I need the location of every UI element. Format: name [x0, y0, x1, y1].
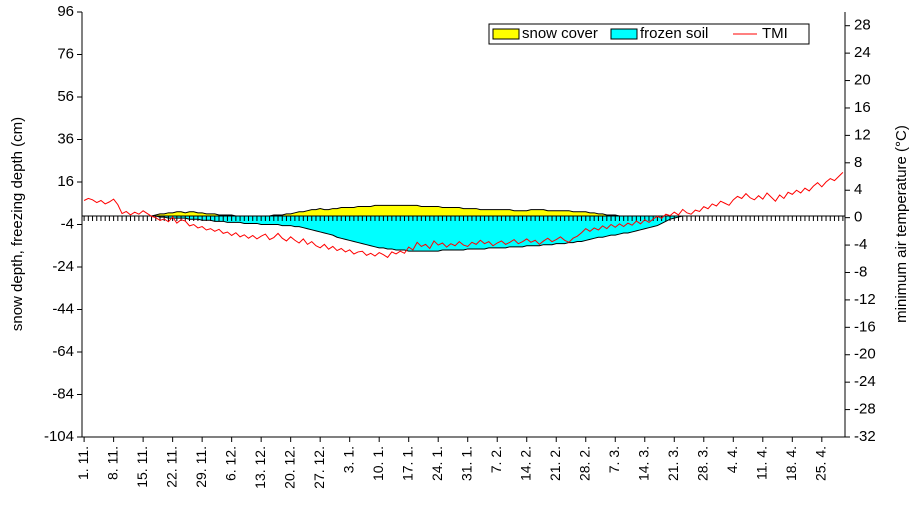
x-tick-label: 28. 3.	[694, 446, 710, 481]
y-tick-label: 76	[57, 45, 74, 62]
y2-tick-label: 16	[854, 99, 871, 116]
x-tick-label: 17. 1.	[399, 446, 415, 481]
x-tick-label: 3. 1.	[340, 446, 356, 473]
y2-tick-label: 20	[854, 72, 871, 89]
x-tick-label: 14. 2.	[517, 446, 533, 481]
x-tick-label: 7. 3.	[606, 446, 622, 473]
x-tick-label: 21. 2.	[547, 446, 563, 481]
x-tick-label: 4. 4.	[724, 446, 740, 473]
y-tick-label: -64	[52, 343, 74, 360]
x-tick-label: 25. 4.	[813, 446, 829, 481]
x-tick-label: 24. 1.	[429, 446, 445, 481]
x-tick-label: 20. 12.	[281, 446, 297, 489]
y2-axis-title: minimum air temperature (°C)	[893, 125, 910, 323]
x-tick-label: 13. 12.	[252, 446, 268, 489]
legend-swatch	[610, 28, 638, 40]
y-tick-label: 16	[57, 173, 74, 190]
x-tick-label: 29. 11.	[193, 446, 209, 488]
y2-tick-label: -4	[854, 236, 867, 253]
legend-label: frozen soil	[640, 25, 708, 42]
x-tick-label: 1. 11.	[75, 446, 91, 480]
y2-tick-label: 28	[854, 17, 871, 34]
x-tick-label: 28. 2.	[576, 446, 592, 481]
x-tick-label: 8. 11.	[104, 446, 120, 480]
area	[84, 215, 843, 252]
x-tick-label: 7. 2.	[488, 446, 504, 473]
y2-tick-label: -28	[854, 401, 876, 418]
x-tick-label: 22. 11.	[163, 446, 179, 488]
y2-tick-label: -20	[854, 346, 876, 363]
y2-tick-label: -12	[854, 291, 876, 308]
x-tick-label: 14. 3.	[635, 446, 651, 481]
y-tick-label: -24	[52, 258, 74, 275]
y2-tick-label: -32	[854, 428, 876, 445]
legend-label: TMI	[762, 25, 788, 42]
y2-tick-label: 8	[854, 154, 862, 171]
y2-tick-label: 24	[854, 44, 871, 61]
y-tick-label: -84	[52, 385, 74, 402]
x-tick-label: 10. 1.	[370, 446, 386, 481]
y2-tick-label: 4	[854, 181, 862, 198]
line	[83, 172, 844, 259]
y2-tick-label: 12	[854, 126, 871, 143]
x-tick-label: 11. 4.	[754, 446, 770, 480]
x-tick-label: 6. 12.	[222, 446, 238, 481]
legend-swatch	[492, 28, 520, 40]
y-tick-label: 36	[57, 130, 74, 147]
x-tick-label: 27. 12.	[311, 446, 327, 489]
y-tick-label: -104	[44, 428, 74, 445]
area	[84, 204, 843, 217]
legend-box	[488, 23, 810, 45]
legend-label: snow cover	[522, 25, 598, 42]
y2-tick-label: -16	[854, 318, 876, 335]
y-tick-label: -44	[52, 300, 74, 317]
y2-tick-label: -8	[854, 263, 867, 280]
y2-tick-label: -24	[854, 373, 876, 390]
x-tick-label: 18. 4.	[783, 446, 799, 481]
y-axis-title: snow depth, freezing depth (cm)	[9, 117, 26, 331]
x-tick-label: 31. 1.	[458, 446, 474, 481]
y2-tick-label: 0	[854, 209, 862, 226]
y-tick-label: 96	[57, 3, 74, 20]
y-tick-label: 56	[57, 88, 74, 105]
x-tick-label: 21. 3.	[665, 446, 681, 481]
y-tick-label: -4	[61, 215, 74, 232]
x-tick-label: 15. 11.	[134, 446, 150, 488]
